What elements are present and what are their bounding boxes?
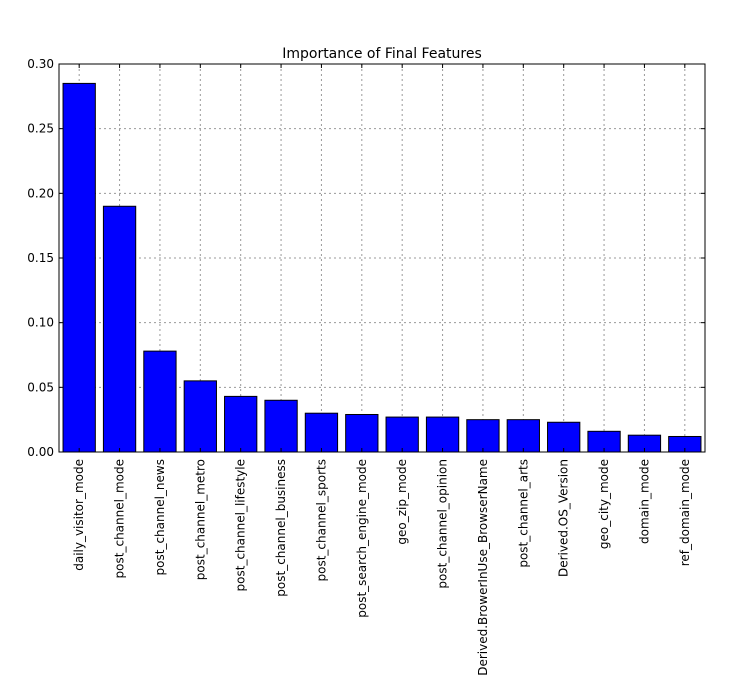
- x-tick-label: geo_city_mode: [597, 459, 611, 549]
- bar: [62, 82, 96, 453]
- x-tick-label: Derived.BrowerInUse_BrowserName: [476, 459, 490, 675]
- y-tick-label: 0.10: [27, 316, 54, 330]
- bar: [304, 412, 339, 453]
- x-tick-label: post_channel_news: [153, 459, 167, 575]
- x-tick-labels: daily_visitor_mode post_channel_mode post_…: [72, 459, 692, 675]
- y-tick-labels: 0.00 0.05 0.10 0.15 0.20 0.25 0.30: [27, 57, 54, 459]
- chart-title: Importance of Final Features: [282, 46, 482, 62]
- y-tick-label: 0.25: [27, 122, 54, 136]
- x-tick-label: post_channel_mode: [113, 459, 127, 578]
- x-tick-label: post_channel_opinion: [436, 459, 450, 589]
- axis-ticks: [59, 63, 705, 453]
- y-tick-label: 0.05: [27, 380, 54, 394]
- x-tick-label: Derived.OS_Version: [557, 459, 571, 577]
- bar: [345, 413, 379, 453]
- bar: [385, 416, 419, 453]
- x-tick-label: ref_domain_mode: [678, 459, 692, 566]
- bar: [425, 416, 460, 453]
- x-tick-label: post_channel_business: [274, 459, 288, 597]
- x-tick-label: post_channel_arts: [516, 459, 530, 568]
- x-tick-label: post_search_engine_mode: [355, 459, 369, 618]
- bars: [62, 82, 702, 453]
- x-tick-label: post_channel_lifestyle: [234, 459, 248, 591]
- x-tick-label: geo_zip_mode: [395, 459, 409, 545]
- x-tick-label: post_channel_metro: [193, 459, 207, 580]
- y-tick-label: 0.30: [27, 57, 54, 71]
- bar: [264, 399, 298, 453]
- y-tick-label: 0.20: [27, 186, 54, 200]
- x-tick-label: daily_visitor_mode: [72, 459, 86, 571]
- bar: [547, 421, 581, 453]
- bar: [183, 380, 217, 453]
- x-tick-label: post_channel_sports: [314, 459, 328, 582]
- bar: [143, 350, 177, 453]
- x-tick-label: domain_mode: [637, 459, 651, 544]
- bar: [102, 205, 137, 453]
- bar: [506, 419, 540, 453]
- bar: [466, 419, 500, 453]
- y-tick-label: 0.15: [27, 251, 54, 265]
- y-tick-label: 0.00: [27, 445, 54, 459]
- bar: [224, 395, 258, 453]
